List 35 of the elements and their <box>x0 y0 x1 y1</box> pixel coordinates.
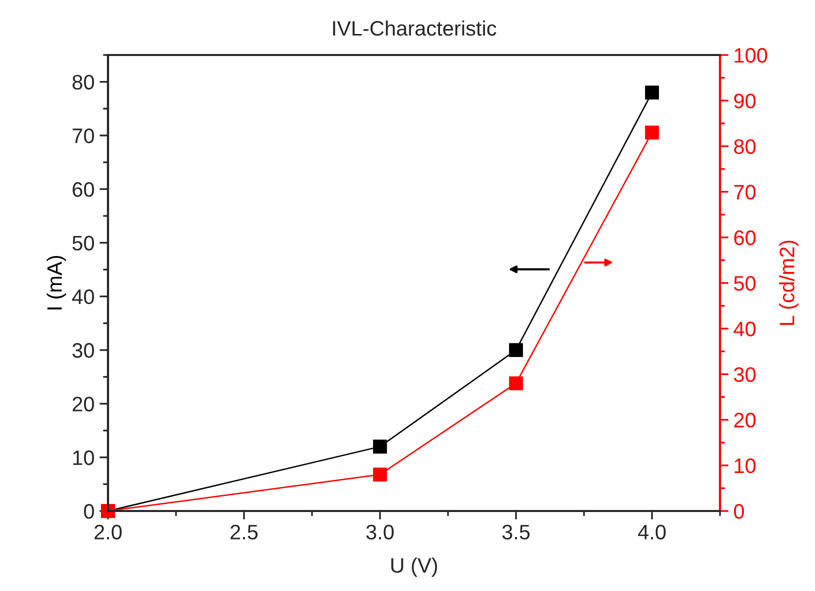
y2-tick-label: 90 <box>734 94 756 108</box>
point <box>373 440 387 454</box>
y2-tick-label: 30 <box>734 367 756 382</box>
y-tick-label: 80 <box>72 74 94 90</box>
y2-tick-label: 50 <box>734 276 756 291</box>
y2-tick-label: 10 <box>734 458 756 474</box>
y2-tick-label: 70 <box>734 184 756 200</box>
y-tick-label: 70 <box>72 128 94 144</box>
y-tick-label: 40 <box>72 289 94 304</box>
y2-tick-label: 100 <box>734 48 768 63</box>
y2-tick-label: 60 <box>734 230 756 246</box>
y-tick-label: 60 <box>72 182 94 197</box>
x-tick-label: 3.5 <box>502 524 530 540</box>
point <box>509 376 523 390</box>
x-axis-title: U (V) <box>391 558 438 577</box>
x-tick-label: 4.0 <box>638 524 666 540</box>
y-tick-label: 30 <box>72 343 94 358</box>
y-tick-label: 0 <box>84 504 94 519</box>
y-tick-label: 20 <box>72 396 94 412</box>
x-tick-label: 3.0 <box>366 524 394 540</box>
y2-axis-title: L (cd/m2) <box>779 240 798 325</box>
y2-tick-label: 40 <box>734 322 756 336</box>
y-tick-label: 10 <box>73 450 94 466</box>
point <box>509 343 523 358</box>
y-axis-title: I (mA) <box>46 256 66 310</box>
point <box>645 126 659 140</box>
y2-tick-label: 80 <box>734 139 756 154</box>
y2-tick-label: 0 <box>734 504 744 519</box>
point <box>373 468 387 482</box>
y2-tick-label: 20 <box>734 412 756 428</box>
point <box>645 86 659 100</box>
chart-title: IVL-Characteristic <box>333 20 496 36</box>
x-tick-label: 2.5 <box>230 524 258 540</box>
y-tick-label: 50 <box>72 236 94 251</box>
x-tick-label: 2.0 <box>94 524 122 540</box>
